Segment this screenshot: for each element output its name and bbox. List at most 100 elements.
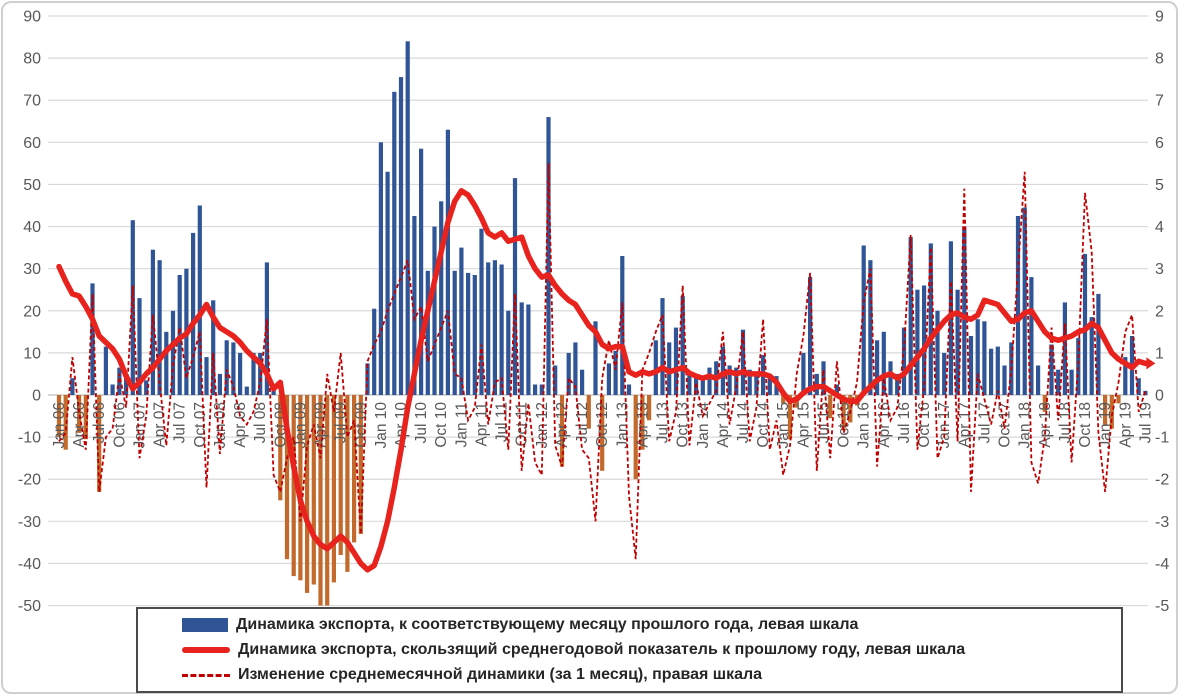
x-tick-label: Oct 16	[916, 402, 933, 448]
bar	[989, 348, 994, 395]
bar	[452, 270, 457, 395]
bar	[157, 260, 162, 395]
bar	[962, 226, 967, 395]
bar	[124, 376, 129, 395]
bar	[251, 352, 256, 395]
bar	[553, 365, 558, 395]
legend-dashed-swatch-icon	[182, 673, 230, 677]
bar	[975, 319, 980, 395]
legend-label: Изменение среднемесячной динамики (за 1 …	[238, 666, 763, 684]
x-tick-label: Jan 16	[856, 402, 873, 449]
bar	[808, 277, 813, 395]
bar	[700, 378, 705, 395]
bar	[754, 373, 759, 395]
bar	[1123, 357, 1128, 395]
bar	[707, 367, 712, 395]
bar	[506, 310, 511, 395]
legend-bar-swatch-icon	[182, 617, 228, 632]
x-tick-label: Jul 15	[816, 402, 833, 443]
bar	[922, 285, 927, 395]
bar	[626, 384, 632, 395]
bar	[512, 178, 518, 395]
bar	[1036, 365, 1041, 395]
bar	[680, 296, 685, 395]
bar	[895, 373, 900, 395]
legend-item-export-monthly: Динамика экспорта, к соответствующему ме…	[182, 612, 1121, 637]
bar	[117, 367, 122, 395]
bar	[331, 395, 336, 583]
bar	[352, 395, 357, 543]
x-tick-label: Oct 18	[1077, 402, 1094, 448]
bar	[1116, 395, 1121, 404]
x-tick-label: Jul 12	[574, 402, 591, 443]
y-tick-label-right: 8	[1155, 51, 1164, 68]
y-tick-label-right: 3	[1155, 261, 1164, 278]
bar	[861, 245, 866, 395]
y-tick-label-right: -2	[1155, 472, 1169, 489]
bar	[110, 384, 115, 395]
chart-legend: Динамика экспорта, к соответствующему ме…	[136, 607, 1123, 693]
y-tick-label-left: -50	[18, 598, 41, 615]
bar	[1082, 253, 1088, 395]
x-tick-label: Jan 11	[453, 402, 470, 447]
legend-item-export-rolling-avg: Динамика экспорта, скользящий среднегодо…	[182, 637, 1121, 662]
bar	[1022, 207, 1027, 395]
x-tick-label: Jan 15	[775, 402, 792, 449]
y-tick-label-left: 90	[23, 9, 41, 26]
y-tick-label-left: 40	[23, 219, 41, 236]
x-tick-label: Jan 14	[695, 402, 712, 449]
bar	[834, 384, 839, 395]
bar	[291, 395, 296, 577]
bar	[968, 336, 974, 395]
y-tick-label-right: 7	[1155, 93, 1164, 110]
bar	[164, 331, 169, 395]
bar	[801, 352, 806, 395]
bar	[398, 77, 404, 395]
bar	[1069, 369, 1074, 395]
bar	[1002, 365, 1007, 395]
x-tick-label: Jan 07	[132, 402, 149, 449]
bar	[197, 205, 202, 395]
bar	[868, 260, 873, 395]
bar	[486, 262, 491, 396]
bar	[170, 310, 176, 395]
bar	[600, 395, 605, 471]
y-tick-label-right: 9	[1155, 9, 1164, 26]
x-tick-label: Jul 06	[91, 402, 108, 443]
bar	[238, 352, 243, 395]
bar	[653, 340, 658, 395]
x-tick-label: Oct 09	[353, 402, 370, 448]
bar	[1136, 378, 1141, 395]
y-tick-label-right: -5	[1155, 598, 1169, 615]
bar	[546, 117, 551, 395]
bar	[982, 321, 987, 395]
bar	[566, 352, 571, 395]
bar	[1089, 317, 1094, 395]
bar	[419, 148, 424, 395]
bar	[1096, 293, 1101, 395]
bar	[372, 308, 377, 395]
bar	[405, 41, 410, 396]
y-axis-left-labels: 90 80 70 60 50 40 30 20 10 0 -10 -20 -30 -40 -50	[18, 9, 41, 616]
x-tick-label: Apr 14	[715, 402, 732, 448]
bar	[720, 346, 725, 395]
bar	[466, 272, 471, 395]
y-tick-label-left: 30	[23, 261, 41, 278]
bar	[908, 237, 913, 395]
bar	[338, 395, 343, 555]
bar	[204, 357, 209, 395]
y-tick-label-left: 10	[23, 345, 41, 362]
bar	[781, 395, 786, 404]
bar	[318, 395, 323, 606]
x-tick-label: Jul 08	[252, 402, 269, 443]
x-tick-label: Jul 09	[333, 402, 350, 443]
y-tick-label-left: 50	[23, 177, 41, 194]
x-tick-label: Apr 07	[152, 402, 169, 448]
bar	[358, 395, 363, 534]
bar	[1056, 369, 1061, 395]
bar	[828, 395, 833, 419]
chart-canvas: Jan 06 Apr 06 Jul 06 Oct 06 Jan 07 Apr 07 Jul …	[18, 9, 1169, 616]
bar	[224, 340, 229, 395]
bar	[1062, 302, 1067, 395]
